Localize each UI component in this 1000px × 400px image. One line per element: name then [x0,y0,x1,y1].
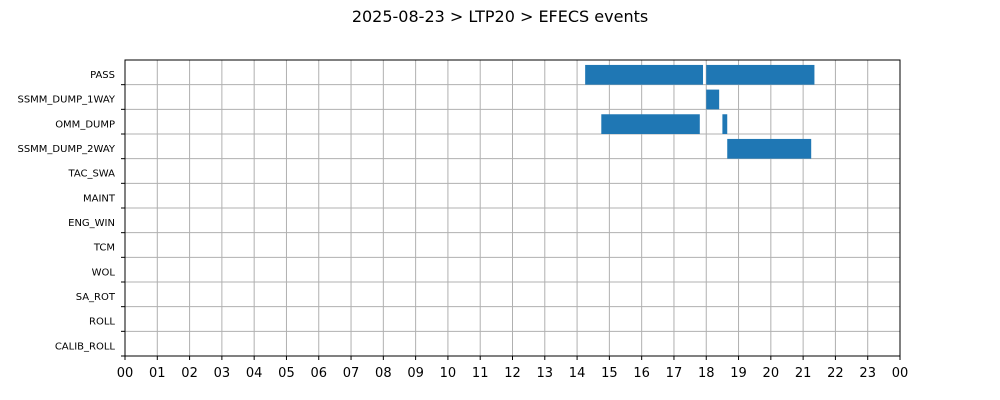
x-tick-label: 12 [504,366,521,381]
x-tick-label: 05 [278,366,295,381]
event-bar [706,64,815,85]
x-tick-label: 22 [827,366,844,381]
x-tick-label: 21 [795,366,812,381]
x-tick-label: 08 [375,366,392,381]
x-tick-label: 03 [214,366,231,381]
y-axis: PASS SSMM_DUMP_1WAY OMM_DUMP SSMM_DUMP_2WAY… [17,70,125,357]
x-tick-label: 06 [310,366,327,381]
y-tick-label: OMM_DUMP [55,119,115,130]
y-tick-label: TAC_SWA [67,169,115,180]
y-tick-label: SSMM_DUMP_2WAY [17,144,115,155]
x-tick-label: 07 [343,366,360,381]
x-tick-label: 17 [666,366,683,381]
x-tick-label: 11 [472,366,489,381]
x-tick-label: 18 [698,366,715,381]
x-tick-label: 00 [892,366,909,381]
x-tick-label: 19 [730,366,747,381]
x-tick-label: 13 [537,366,554,381]
plot-frame [124,59,901,357]
x-tick-label: 10 [440,366,457,381]
y-tick-label: ENG_WIN [68,218,115,229]
event-bar [722,114,728,134]
x-axis: 00 01 02 03 04 05 06 07 08 09 10 11 12 13 14 15 16 17 18 19… [117,356,909,381]
x-tick-label: 02 [181,366,198,381]
x-tick-label: 01 [149,366,166,381]
y-tick-label: WOL [92,267,116,278]
x-tick-label: 14 [569,366,586,381]
event-bar [585,64,704,85]
x-tick-label: 09 [407,366,424,381]
event-bar [706,89,720,110]
y-tick-label: SA_ROT [76,292,116,303]
x-tick-label: 20 [763,366,780,381]
x-tick-label: 16 [633,366,650,381]
y-tick-label: PASS [90,70,115,81]
y-tick-label: TCM [93,243,115,254]
y-tick-label: ROLL [89,317,115,328]
x-tick-label: 15 [601,366,618,381]
event-bar [601,114,700,134]
grid-layer [125,60,900,356]
chart-title: 2025-08-23 > LTP20 > EFECS events [352,7,648,26]
y-tick-label: CALIB_ROLL [55,341,116,352]
event-bar [727,138,812,159]
y-tick-label: SSMM_DUMP_1WAY [17,95,115,106]
x-tick-label: 00 [117,366,134,381]
x-tick-label: 04 [246,366,263,381]
x-tick-label: 23 [859,366,876,381]
bar-layer [585,64,815,159]
y-tick-label: MAINT [83,193,116,204]
